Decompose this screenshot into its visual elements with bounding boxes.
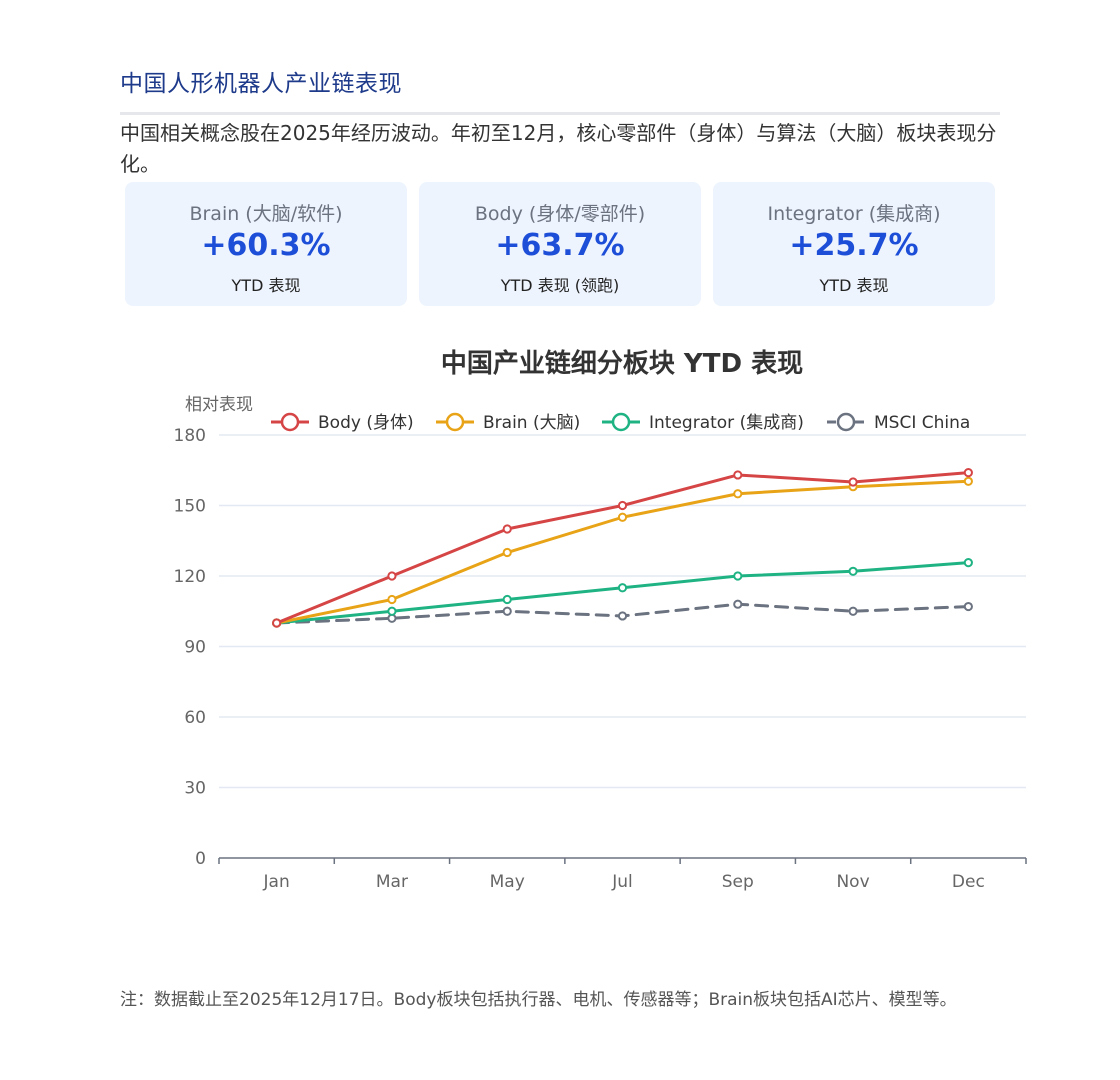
title-divider bbox=[120, 112, 1000, 115]
legend-label: MSCI China bbox=[874, 413, 970, 433]
series-1-point[interactable] bbox=[387, 594, 397, 605]
series-2-point[interactable] bbox=[733, 571, 743, 581]
chart-legend[interactable]: Body (身体) Brain (大脑) Integrator (集成商) MSCI … bbox=[271, 412, 970, 433]
y-tick-label: 90 bbox=[184, 638, 206, 658]
series-2-point[interactable] bbox=[963, 558, 973, 568]
x-tick-label: Jul bbox=[611, 872, 633, 892]
legend-label: Brain (大脑) bbox=[483, 413, 580, 433]
legend-swatch-marker bbox=[836, 412, 856, 432]
kpi-cards: Brain (大脑/软件) +60.3% YTD 表现 Body (身体/零部件… bbox=[125, 182, 995, 306]
chart-title: 中国产业链细分板块 YTD 表现 bbox=[441, 348, 803, 379]
line-chart: 中国产业链细分板块 YTD 表现 相对表现 0 30 60 90 120 150 180 Ja… bbox=[174, 348, 1027, 892]
legend-swatch-marker bbox=[280, 412, 300, 432]
y-tick-label: 150 bbox=[174, 497, 206, 517]
series-0-point[interactable] bbox=[617, 500, 628, 511]
series-0-point[interactable] bbox=[963, 468, 973, 478]
series-0-point[interactable] bbox=[387, 571, 397, 581]
series-3-point[interactable] bbox=[963, 601, 973, 612]
x-tick-label: Nov bbox=[836, 872, 869, 892]
kpi-card-label: Integrator (集成商) bbox=[767, 203, 941, 225]
x-tick-label: Mar bbox=[376, 872, 408, 892]
series-2-point[interactable] bbox=[502, 594, 512, 605]
kpi-card-integrator: Integrator (集成商) +25.7% YTD 表现 bbox=[713, 182, 995, 306]
kpi-card-label: Body (身体/零部件) bbox=[474, 203, 646, 225]
kpi-card-value: +60.3% bbox=[201, 228, 331, 263]
series-2-point[interactable] bbox=[617, 583, 628, 593]
x-tick-label: May bbox=[490, 872, 525, 892]
series-3-point[interactable] bbox=[848, 606, 858, 616]
legend-item-0[interactable]: Body (身体) bbox=[271, 412, 414, 433]
kpi-card-value: +63.7% bbox=[495, 228, 625, 263]
legend-item-3[interactable]: MSCI China bbox=[827, 412, 970, 433]
legend-swatch-marker bbox=[445, 412, 465, 432]
intro-paragraph: 中国相关概念股在2025年经历波动。年初至12月，核心零部件（身体）与算法（大脑… bbox=[120, 121, 997, 176]
legend-swatch-marker bbox=[611, 412, 631, 432]
kpi-card-value: +25.7% bbox=[789, 228, 919, 263]
legend-label: Body (身体) bbox=[318, 413, 414, 433]
kpi-card-brain: Brain (大脑/软件) +60.3% YTD 表现 bbox=[125, 182, 407, 306]
series-1-point[interactable] bbox=[963, 476, 973, 486]
kpi-card-subtitle: YTD 表现 bbox=[819, 276, 889, 295]
y-tick-label: 180 bbox=[174, 426, 206, 446]
footnote: 注：数据截止至2025年12月17日。Body板块包括执行器、电机、传感器等；B… bbox=[120, 990, 957, 1010]
series-0-point[interactable] bbox=[502, 524, 512, 534]
y-tick-label: 0 bbox=[195, 849, 206, 869]
series-3-point[interactable] bbox=[617, 611, 628, 621]
x-tick-label: Dec bbox=[952, 872, 985, 892]
legend-item-1[interactable]: Brain (大脑) bbox=[436, 412, 580, 433]
y-axis-label: 相对表现 bbox=[185, 395, 253, 415]
series-0-point[interactable] bbox=[848, 477, 858, 487]
series-1-point[interactable] bbox=[733, 489, 743, 499]
axis-layer: 0 30 60 90 120 150 180 Jan Mar May Jul Sep Nov Dec bbox=[174, 426, 1027, 892]
y-tick-label: 60 bbox=[184, 708, 206, 728]
series-0-point[interactable] bbox=[733, 470, 743, 480]
kpi-card-subtitle: YTD 表现 bbox=[231, 276, 301, 295]
kpi-card-body: Body (身体/零部件) +63.7% YTD 表现 (领跑) bbox=[419, 182, 701, 306]
x-tick-label: Jan bbox=[263, 872, 290, 892]
y-tick-label: 120 bbox=[174, 567, 206, 587]
series-3-point[interactable] bbox=[733, 599, 743, 609]
y-tick-label: 30 bbox=[184, 779, 206, 799]
x-tick-label: Sep bbox=[722, 872, 754, 892]
series-2-point[interactable] bbox=[848, 566, 858, 576]
series-1-point[interactable] bbox=[502, 547, 512, 558]
kpi-card-label: Brain (大脑/软件) bbox=[189, 203, 343, 225]
series-0-point[interactable] bbox=[272, 618, 282, 628]
series-layer bbox=[272, 468, 973, 628]
section-title: 中国人形机器人产业链表现 bbox=[120, 71, 402, 97]
legend-item-2[interactable]: Integrator (集成商) bbox=[602, 412, 804, 433]
series-2-point[interactable] bbox=[387, 606, 397, 616]
legend-label: Integrator (集成商) bbox=[649, 413, 804, 433]
series-1-point[interactable] bbox=[617, 512, 628, 522]
kpi-card-subtitle: YTD 表现 (领跑) bbox=[500, 276, 620, 295]
series-3-point[interactable] bbox=[502, 606, 512, 616]
